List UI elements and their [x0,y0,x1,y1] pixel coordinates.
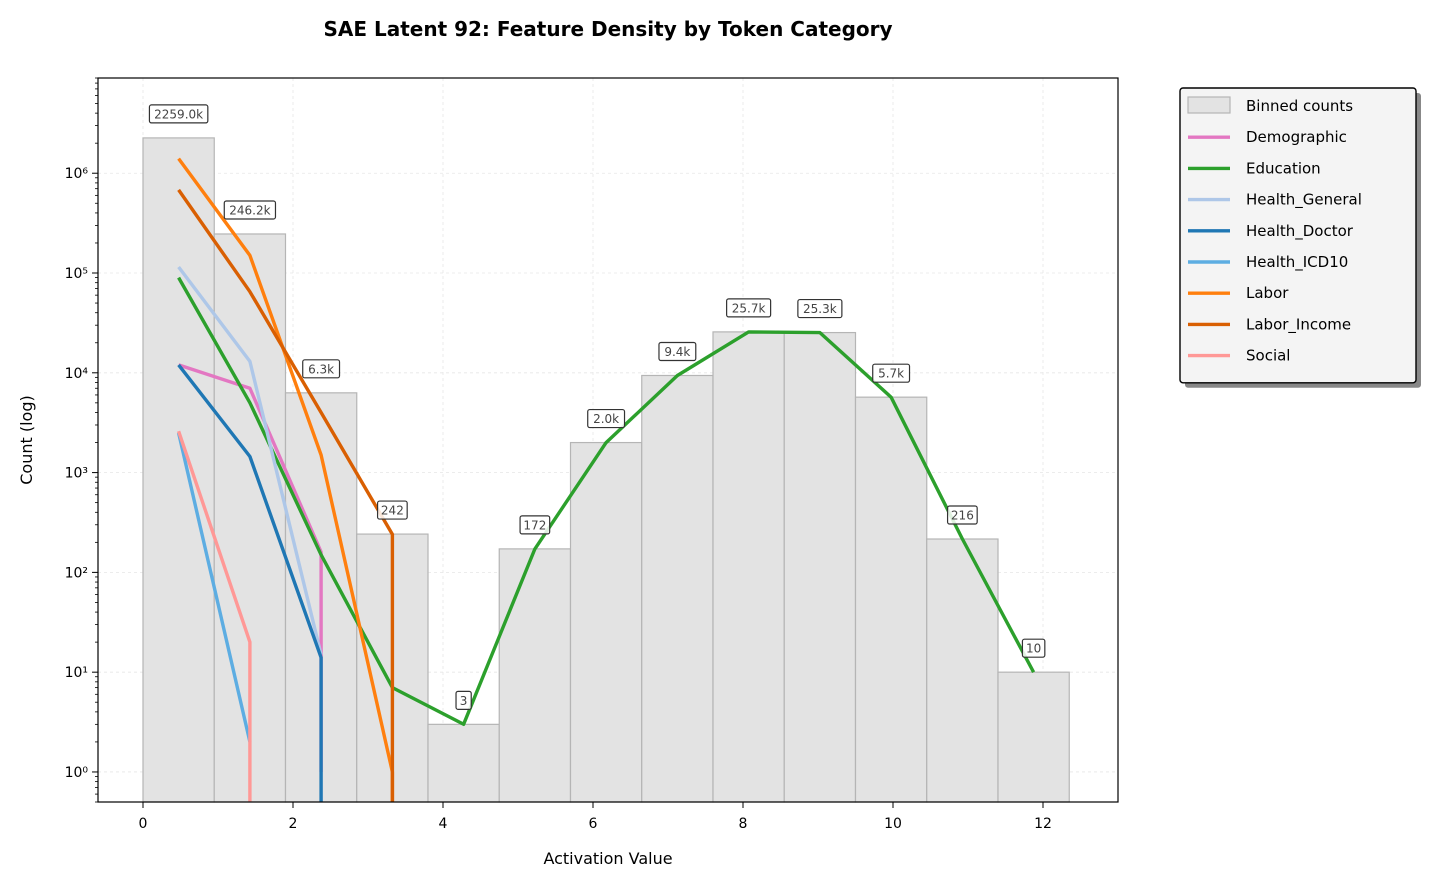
series-line-health-general [177,265,323,656]
bar-label-box [872,363,911,383]
bar-label-box [455,690,472,710]
bar-value-label: 25.7k [732,301,766,315]
bar-value-label: 9.4k [664,345,690,359]
histogram-bar [783,331,857,803]
bar-labels-layer: 2259.0k 246.2k 6.3k 242 3 172 2.0k 9.4k 25.7k 25.… [148,104,1046,710]
x-tick-label: 2 [289,816,298,832]
bar-label-box [302,359,341,379]
legend-label: Education [1246,159,1321,177]
legend-label: Demographic [1246,128,1347,146]
bar-label-box [223,200,277,220]
legend-label: Binned counts [1246,97,1353,115]
histogram-bar [427,723,500,803]
bar-value-label: 172 [523,518,546,532]
y-tick-label: 10¹ [65,665,88,681]
lines-layer [176,157,1036,802]
y-tick-label: 10² [65,565,88,581]
bar-value-label: 25.3k [803,302,837,316]
bar-label-box [519,515,551,535]
bar-value-label: 6.3k [308,362,334,376]
histogram-bar [498,548,572,803]
plot-frame [97,77,1119,803]
legend-label: Health_ICD10 [1246,253,1348,272]
series-line-labor-income [177,188,395,802]
bar-label-box [726,298,772,318]
bar-label-box [658,341,697,362]
legend: Binned counts Demographic Education Health_… [1179,87,1421,388]
x-tick-label: 0 [139,816,148,832]
bar-value-label: 5.7k [878,367,904,381]
y-tick-label: 10³ [65,466,88,482]
x-tick-label: 12 [1034,816,1052,832]
legend-label: Labor [1246,284,1289,302]
bar-value-label: 3 [460,694,468,708]
x-tick-label: 4 [439,816,448,832]
y-tick-label: 10⁰ [65,765,89,781]
series-line-social [176,430,252,802]
legend-label: Labor_Income [1246,315,1351,334]
x-tick-label: 10 [884,816,902,832]
y-axis-label: Count (log) [17,395,36,484]
x-tick-label: 8 [739,816,748,832]
legend-swatch-binned-counts [1187,96,1231,114]
bar-label-box [946,505,978,525]
series-line-health-icd10 [176,432,252,743]
bar-label-box [587,408,626,429]
chart-title: SAE Latent 92: Feature Density by Token … [323,17,892,41]
legend-label: Health_General [1246,191,1362,210]
bar-value-label: 10 [1026,642,1041,656]
histogram-bar [926,538,999,803]
bar-value-label: 246.2k [229,203,270,217]
bar-label-box [376,500,408,520]
bar-value-label: 2.0k [593,412,619,426]
histogram-bar [997,671,1070,803]
legend-label: Social [1246,347,1290,365]
axes-layer: 0 2 4 6 8 10 12 10⁰ 10¹ 10² 10³ 10⁴ 10⁵ 10⁶ [65,77,1119,832]
bar-label-box [797,298,843,319]
series-line-education [177,276,1036,726]
legend-box [1179,87,1417,384]
x-axis-label: Activation Value [543,849,672,868]
bar-value-label: 216 [951,509,974,523]
y-tick-label: 10⁴ [65,366,89,382]
bar-value-label: 2259.0k [154,107,203,121]
histogram-bar [569,441,643,803]
y-tick-label: 10⁶ [65,166,89,182]
bar-label-box [148,104,209,124]
histogram-bar [142,137,215,803]
series-line-health-doctor [177,363,323,802]
histogram-bar [854,396,928,803]
bar-value-label: 242 [381,504,404,518]
legend-label: Health_Doctor [1246,222,1354,241]
histogram-bar [641,374,714,803]
bar-label-box [1021,638,1046,658]
x-tick-label: 6 [589,816,598,832]
histogram-bar [712,331,785,803]
y-tick-label: 10⁵ [65,266,88,282]
